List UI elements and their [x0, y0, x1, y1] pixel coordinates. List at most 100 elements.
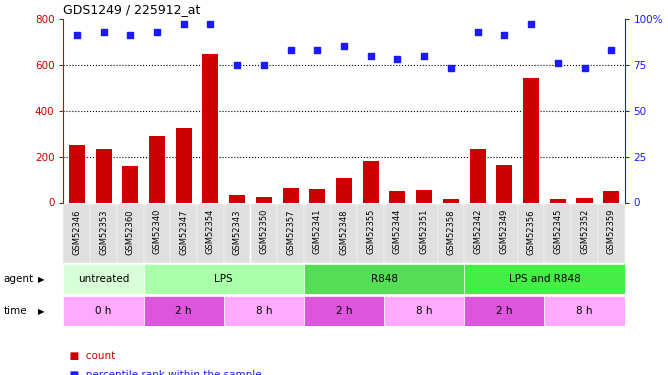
Text: ▶: ▶	[38, 307, 45, 316]
Bar	[250, 204, 277, 262]
Bar	[144, 296, 224, 326]
Point	[499, 32, 510, 38]
Bar	[197, 204, 224, 262]
Text: GSM52349: GSM52349	[500, 209, 509, 254]
Bar	[90, 204, 117, 262]
Point	[392, 56, 403, 62]
Bar	[304, 264, 464, 294]
Bar	[550, 199, 566, 202]
Text: GSM52342: GSM52342	[473, 209, 482, 254]
Point	[125, 32, 136, 38]
Text: ■  count: ■ count	[63, 351, 116, 361]
Point	[152, 28, 162, 34]
Point	[232, 62, 242, 68]
Bar	[149, 136, 165, 202]
Bar	[229, 195, 245, 202]
Bar	[256, 197, 272, 202]
Bar	[170, 204, 197, 262]
Point	[552, 60, 563, 66]
Bar	[96, 148, 112, 202]
Text: GSM52350: GSM52350	[259, 209, 269, 254]
Text: LPS and R848: LPS and R848	[508, 274, 580, 284]
Text: agent: agent	[3, 274, 33, 284]
Bar	[357, 204, 384, 262]
Text: R848: R848	[371, 274, 397, 284]
Text: 2 h: 2 h	[336, 306, 352, 316]
Bar	[470, 149, 486, 202]
Text: GSM52343: GSM52343	[232, 209, 242, 255]
Text: GSM52354: GSM52354	[206, 209, 215, 254]
Text: GSM52345: GSM52345	[553, 209, 562, 254]
Bar	[63, 296, 144, 326]
Bar	[277, 204, 304, 262]
Text: untreated: untreated	[78, 274, 129, 284]
Point	[259, 62, 269, 68]
Bar	[464, 264, 625, 294]
Bar	[544, 296, 625, 326]
Bar	[336, 178, 352, 203]
Bar	[464, 204, 491, 262]
Bar	[496, 165, 512, 202]
Text: 8 h: 8 h	[576, 306, 593, 316]
Bar	[438, 204, 464, 262]
Text: GSM52353: GSM52353	[99, 209, 108, 255]
Text: 8 h: 8 h	[256, 306, 272, 316]
Bar	[363, 161, 379, 202]
Text: GSM52357: GSM52357	[286, 209, 295, 255]
Bar	[571, 204, 598, 262]
Point	[312, 47, 323, 53]
Bar	[523, 78, 539, 203]
Text: GSM52351: GSM52351	[420, 209, 429, 254]
Bar	[63, 264, 144, 294]
Bar	[384, 204, 411, 262]
Bar	[384, 296, 464, 326]
Text: GSM52340: GSM52340	[152, 209, 162, 254]
Bar	[176, 128, 192, 202]
Point	[446, 65, 456, 71]
Text: LPS: LPS	[214, 274, 233, 284]
Text: GSM52348: GSM52348	[339, 209, 349, 255]
Point	[178, 21, 189, 27]
Text: time: time	[3, 306, 27, 316]
Bar	[443, 199, 459, 202]
Text: GDS1249 / 225912_at: GDS1249 / 225912_at	[63, 3, 201, 16]
Point	[98, 28, 109, 34]
Bar	[144, 264, 304, 294]
Point	[339, 44, 349, 50]
Point	[419, 53, 430, 58]
Bar	[117, 204, 144, 262]
Bar	[331, 204, 357, 262]
Point	[71, 32, 82, 38]
Text: GSM52358: GSM52358	[446, 209, 456, 255]
Bar	[416, 190, 432, 202]
Bar	[144, 204, 170, 262]
Text: GSM52359: GSM52359	[607, 209, 616, 254]
Bar	[224, 204, 250, 262]
Bar	[518, 204, 544, 262]
Bar	[544, 204, 571, 262]
Bar	[603, 191, 619, 202]
Point	[579, 65, 590, 71]
Bar	[576, 198, 593, 202]
Bar	[389, 191, 405, 202]
Bar	[309, 189, 325, 202]
Text: GSM52356: GSM52356	[526, 209, 536, 255]
Text: GSM52341: GSM52341	[313, 209, 322, 254]
Bar	[598, 204, 625, 262]
Text: 0 h: 0 h	[96, 306, 112, 316]
Bar	[69, 145, 85, 202]
Bar	[304, 296, 384, 326]
Point	[472, 28, 483, 34]
Point	[205, 21, 216, 27]
Bar	[122, 166, 138, 202]
Text: GSM52355: GSM52355	[366, 209, 375, 254]
Text: 2 h: 2 h	[176, 306, 192, 316]
Bar	[491, 204, 518, 262]
Point	[526, 21, 536, 27]
Text: 2 h: 2 h	[496, 306, 512, 316]
Bar	[304, 204, 331, 262]
Text: GSM52360: GSM52360	[126, 209, 135, 255]
Text: GSM52347: GSM52347	[179, 209, 188, 255]
Bar	[411, 204, 438, 262]
Bar	[63, 204, 90, 262]
